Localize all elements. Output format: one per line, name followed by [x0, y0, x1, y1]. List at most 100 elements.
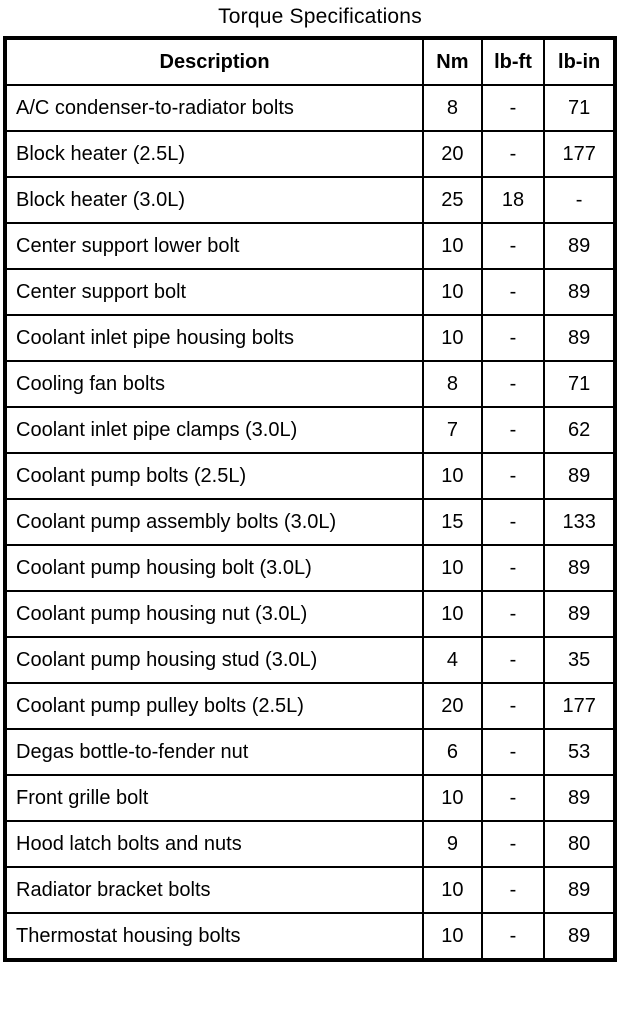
lb-ft-value-cell: -	[480, 866, 546, 914]
lb-ft-value-cell: -	[480, 268, 546, 316]
table-row: Cooling fan bolts 8-71	[3, 360, 616, 408]
lb-in-value-cell: 89	[543, 912, 616, 961]
description-cell: Coolant pump housing stud (3.0L)	[3, 636, 425, 684]
table-row: Radiator bracket bolts 10-89	[3, 866, 616, 914]
lb-in-value-cell: 71	[543, 360, 616, 408]
lb-in-value-cell: 80	[543, 820, 616, 868]
nm-value-cell: 10	[422, 314, 483, 362]
lb-ft-value-cell: 18	[480, 176, 546, 224]
table-row: Coolant pump housing stud (3.0L) 4-35	[3, 636, 616, 684]
lb-ft-value-cell: -	[480, 544, 546, 592]
lb-ft-value-cell: -	[480, 452, 546, 500]
nm-value-cell: 10	[422, 544, 483, 592]
description-cell: Center support bolt	[3, 268, 425, 316]
table-row: A/C condenser-to-radiator bolts 8-71	[3, 84, 616, 132]
table-row: Coolant pump housing bolt (3.0L) 10-89	[3, 544, 616, 592]
lb-ft-value-cell: -	[480, 590, 546, 638]
description-cell: Coolant inlet pipe housing bolts	[3, 314, 425, 362]
nm-value-cell: 10	[422, 452, 483, 500]
lb-ft-value-cell: -	[480, 912, 546, 961]
nm-value-cell: 10	[422, 222, 483, 270]
description-cell: Thermostat housing bolts	[3, 912, 425, 961]
table-row: Block heater (2.5L) 20-177	[3, 130, 616, 178]
nm-value-cell: 6	[422, 728, 483, 776]
column-header-description: Description	[3, 37, 425, 86]
table-row: Coolant pump bolts (2.5L) 10-89	[3, 452, 616, 500]
nm-value-cell: 10	[422, 866, 483, 914]
description-cell: Coolant pump assembly bolts (3.0L)	[3, 498, 425, 546]
nm-value-cell: 25	[422, 176, 483, 224]
description-cell: Coolant pump bolts (2.5L)	[3, 452, 425, 500]
lb-ft-value-cell: -	[480, 728, 546, 776]
column-header-lb-in: lb-in	[543, 37, 616, 86]
description-cell: Block heater (2.5L)	[3, 130, 425, 178]
description-cell: Radiator bracket bolts	[3, 866, 425, 914]
table-row: Coolant pump pulley bolts (2.5L) 20-177	[3, 682, 616, 730]
table-row: Center support lower bolt 10-89	[3, 222, 616, 270]
torque-specifications-table: Description Nm lb-ft lb-in A/C condenser…	[3, 36, 617, 962]
lb-in-value-cell: 133	[543, 498, 616, 546]
nm-value-cell: 15	[422, 498, 483, 546]
description-cell: Degas bottle-to-fender nut	[3, 728, 425, 776]
table-row: Thermostat housing bolts 10-89	[3, 912, 616, 961]
lb-ft-value-cell: -	[480, 682, 546, 730]
lb-ft-value-cell: -	[480, 314, 546, 362]
lb-ft-value-cell: -	[480, 636, 546, 684]
nm-value-cell: 8	[422, 84, 483, 132]
lb-in-value-cell: 71	[543, 84, 616, 132]
nm-value-cell: 10	[422, 590, 483, 638]
nm-value-cell: 4	[422, 636, 483, 684]
lb-in-value-cell: -	[543, 176, 616, 224]
lb-ft-value-cell: -	[480, 820, 546, 868]
lb-in-value-cell: 89	[543, 544, 616, 592]
lb-ft-value-cell: -	[480, 222, 546, 270]
nm-value-cell: 7	[422, 406, 483, 454]
nm-value-cell: 20	[422, 682, 483, 730]
lb-ft-value-cell: -	[480, 406, 546, 454]
torque-table-body: A/C condenser-to-radiator bolts 8-71 Block…	[3, 84, 616, 961]
description-cell: Hood latch bolts and nuts	[3, 820, 425, 868]
description-cell: Front grille bolt	[3, 774, 425, 822]
nm-value-cell: 10	[422, 774, 483, 822]
nm-value-cell: 10	[422, 268, 483, 316]
lb-in-value-cell: 89	[543, 452, 616, 500]
table-header-row: Description Nm lb-ft lb-in	[3, 37, 616, 86]
lb-in-value-cell: 62	[543, 406, 616, 454]
table-row: Block heater (3.0L) 25 18-	[3, 176, 616, 224]
nm-value-cell: 20	[422, 130, 483, 178]
lb-ft-value-cell: -	[480, 498, 546, 546]
page-title: Torque Specifications	[218, 5, 422, 28]
lb-in-value-cell: 89	[543, 268, 616, 316]
table-row: Coolant pump housing nut (3.0L) 10-89	[3, 590, 616, 638]
lb-in-value-cell: 89	[543, 222, 616, 270]
lb-ft-value-cell: -	[480, 360, 546, 408]
description-cell: Cooling fan bolts	[3, 360, 425, 408]
lb-in-value-cell: 177	[543, 682, 616, 730]
lb-ft-value-cell: -	[480, 774, 546, 822]
column-header-nm: Nm	[422, 37, 483, 86]
table-row: Front grille bolt 10-89	[3, 774, 616, 822]
description-cell: Coolant inlet pipe clamps (3.0L)	[3, 406, 425, 454]
table-row: Degas bottle-to-fender nut 6-53	[3, 728, 616, 776]
table-row: Center support bolt 10-89	[3, 268, 616, 316]
lb-ft-value-cell: -	[480, 130, 546, 178]
lb-in-value-cell: 89	[543, 866, 616, 914]
column-header-lb-ft: lb-ft	[480, 37, 546, 86]
description-cell: Coolant pump pulley bolts (2.5L)	[3, 682, 425, 730]
description-cell: Block heater (3.0L)	[3, 176, 425, 224]
lb-in-value-cell: 35	[543, 636, 616, 684]
description-cell: Center support lower bolt	[3, 222, 425, 270]
lb-in-value-cell: 89	[543, 774, 616, 822]
nm-value-cell: 9	[422, 820, 483, 868]
lb-in-value-cell: 89	[543, 590, 616, 638]
nm-value-cell: 8	[422, 360, 483, 408]
lb-in-value-cell: 89	[543, 314, 616, 362]
lb-ft-value-cell: -	[480, 84, 546, 132]
nm-value-cell: 10	[422, 912, 483, 961]
description-cell: Coolant pump housing bolt (3.0L)	[3, 544, 425, 592]
table-row: Coolant inlet pipe clamps (3.0L) 7-62	[3, 406, 616, 454]
lb-in-value-cell: 177	[543, 130, 616, 178]
description-cell: Coolant pump housing nut (3.0L)	[3, 590, 425, 638]
table-row: Coolant inlet pipe housing bolts 10-89	[3, 314, 616, 362]
table-row: Coolant pump assembly bolts (3.0L) 15-133	[3, 498, 616, 546]
